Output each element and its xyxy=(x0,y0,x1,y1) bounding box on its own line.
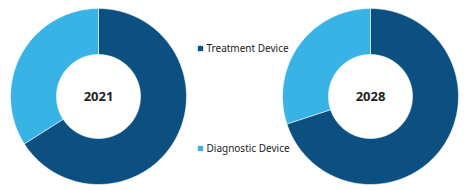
svg-text:Diagnostic Device: Diagnostic Device xyxy=(207,141,290,155)
svg-text:2021: 2021 xyxy=(84,87,114,105)
svg-text:Treatment Device: Treatment Device xyxy=(207,41,289,55)
svg-text:2028: 2028 xyxy=(356,87,386,105)
